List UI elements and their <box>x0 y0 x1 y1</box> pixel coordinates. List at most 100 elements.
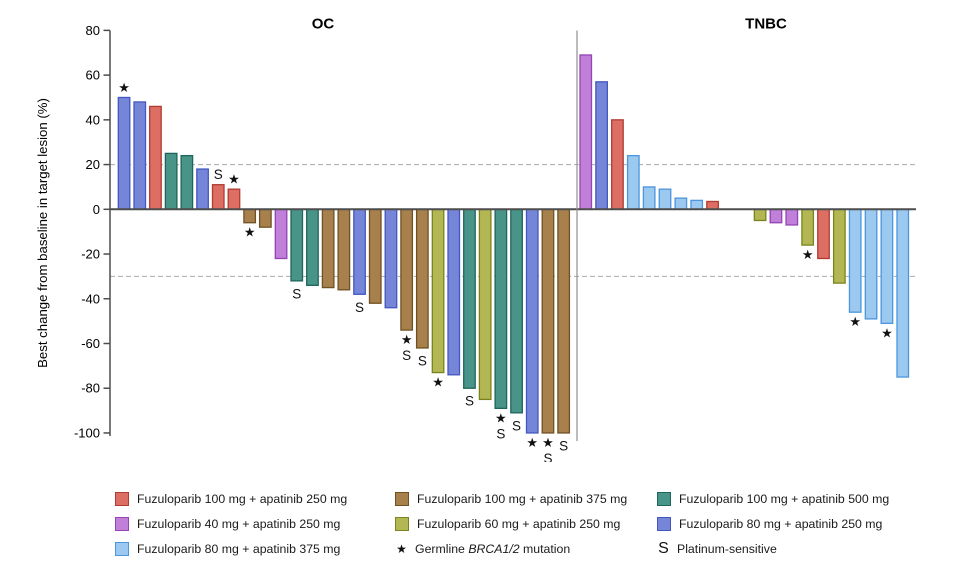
bar-oc-11 <box>274 208 288 260</box>
brca-mutation-star-icon: ★ <box>495 410 507 425</box>
bar-oc-19 <box>400 208 414 331</box>
legend-label-part: BRCA1/2 <box>468 541 520 556</box>
legend-item-olive: Fuzuloparib 60 mg + apatinib 250 mg <box>395 511 627 536</box>
bar-tnbc-19 <box>896 208 910 378</box>
legend-item-purple: Fuzuloparib 40 mg + apatinib 250 mg <box>115 511 347 536</box>
bar-oc-29 <box>557 208 571 434</box>
brca-mutation-star-icon: ★ <box>401 332 413 347</box>
bar-tnbc-13 <box>801 208 815 246</box>
brca-mutation-star-icon: ★ <box>432 375 444 390</box>
legend-column-3: Fuzuloparib 100 mg + apatinib 500 mg Fuzu… <box>657 486 889 561</box>
bar-oc-20 <box>415 208 429 349</box>
olive-swatch-icon <box>395 516 409 531</box>
bar-oc-27 <box>525 208 539 434</box>
bar-annotations: ★S ★★SS★S S★S★SS★ ★SS★★★ <box>118 80 893 462</box>
bar-oc-16 <box>353 208 366 295</box>
legend-item-brca-mutation: ★ Germline BRCA1/2 mutation <box>395 536 627 561</box>
legend-label: Platinum-sensitive <box>677 541 777 556</box>
bar-oc-3 <box>149 105 162 210</box>
platinum-sensitive-label: S <box>402 348 411 363</box>
panel-title-tnbc: TNBC <box>745 16 787 33</box>
axis-overlays <box>110 30 916 441</box>
bar-tnbc-17 <box>864 208 878 320</box>
y-tick-label: 60 <box>86 68 100 83</box>
bar-oc-23 <box>463 208 476 389</box>
y-tick-label: -60 <box>81 336 100 351</box>
red-swatch-icon <box>115 491 129 506</box>
y-tick-label: -100 <box>74 425 100 440</box>
panel-title-oc: OC <box>312 16 335 33</box>
bar-oc-17 <box>368 208 382 304</box>
bar-oc-4 <box>164 152 178 210</box>
y-tick-label: 0 <box>93 202 100 217</box>
bar-tnbc-12 <box>785 208 799 226</box>
bar-oc-1 <box>117 96 131 210</box>
teal-swatch-icon <box>657 491 671 506</box>
platinum-sensitive-label: S <box>355 300 364 315</box>
legend-label: Fuzuloparib 100 mg + apatinib 250 mg <box>137 491 348 506</box>
brown-swatch-icon <box>395 491 409 506</box>
bar-tnbc-18 <box>880 208 894 325</box>
legend-label: Fuzuloparib 40 mg + apatinib 250 mg <box>137 516 341 531</box>
legend-label: Fuzuloparib 100 mg + apatinib 500 mg <box>679 491 890 506</box>
legend-item-skyblue: Fuzuloparib 80 mg + apatinib 375 mg <box>115 536 347 561</box>
platinum-sensitive-label: S <box>292 286 301 301</box>
legend-label: Fuzuloparib 80 mg + apatinib 375 mg <box>137 541 341 556</box>
y-tick-label: 20 <box>86 157 100 172</box>
bar-oc-6 <box>196 168 209 210</box>
y-tick-label: 40 <box>86 112 100 127</box>
y-tick-label: -80 <box>81 381 100 396</box>
platinum-sensitive-label: S <box>512 418 521 433</box>
bar-tnbc-2 <box>595 81 608 210</box>
y-axis-label: Best change from baseline in target lesi… <box>35 98 50 368</box>
bar-tnbc-9 <box>706 200 719 210</box>
legend-label-part: mutation <box>519 541 571 556</box>
legend-label-part: Germline <box>415 541 469 556</box>
legend-item-blue: Fuzuloparib 80 mg + apatinib 250 mg <box>657 511 889 536</box>
brca-mutation-star-icon: ★ <box>228 172 240 187</box>
bar-oc-8 <box>227 188 241 210</box>
platinum-sensitive-symbol: S <box>658 539 669 557</box>
bar-oc-9 <box>243 208 257 224</box>
bar-oc-2 <box>133 101 147 210</box>
legend-label: Fuzuloparib 60 mg + apatinib 250 mg <box>417 516 621 531</box>
legend-label: Germline BRCA1/2 mutation <box>415 542 570 556</box>
platinum-sensitive-label: S <box>214 167 223 182</box>
legend-column-2: Fuzuloparib 100 mg + apatinib 375 mg Fuzu… <box>395 486 627 561</box>
bar-tnbc-6 <box>658 188 672 210</box>
platinum-sensitive-label: S <box>496 426 505 441</box>
bar-tnbc-5 <box>642 186 656 210</box>
bar-oc-28 <box>541 208 555 434</box>
bar-oc-21 <box>431 208 445 374</box>
bar-oc-25 <box>494 208 508 410</box>
bar-oc-13 <box>306 208 319 286</box>
y-tick-label: -40 <box>81 291 100 306</box>
bar-oc-15 <box>337 208 351 291</box>
platinum-sensitive-label: S <box>465 394 474 409</box>
bar-tnbc-8 <box>690 199 704 210</box>
bar-oc-24 <box>478 208 492 401</box>
brca-mutation-star-icon: ★ <box>542 435 554 450</box>
y-tick-label: -20 <box>81 247 100 262</box>
brca-mutation-star-icon: ★ <box>526 435 538 450</box>
bar-tnbc-4 <box>626 154 640 210</box>
bar-oc-18 <box>384 208 398 309</box>
bar-tnbc-10 <box>753 208 767 222</box>
legend-column-1: Fuzuloparib 100 mg + apatinib 250 mg Fuzu… <box>115 486 347 561</box>
platinum-sensitive-label: S <box>418 353 427 368</box>
legend-item-brown: Fuzuloparib 100 mg + apatinib 375 mg <box>395 486 627 511</box>
bar-tnbc-15 <box>832 208 846 284</box>
bar-tnbc-11 <box>769 208 783 224</box>
bar-oc-10 <box>258 208 272 228</box>
legend-label: Fuzuloparib 80 mg + apatinib 250 mg <box>679 516 883 531</box>
purple-swatch-icon <box>115 516 129 531</box>
y-axis: 80 60 40 20 0 -20 -40 -60 -80 -100 <box>74 23 111 440</box>
legend-item-red: Fuzuloparib 100 mg + apatinib 250 mg <box>115 486 347 511</box>
brca-mutation-star-icon: ★ <box>802 247 814 262</box>
bars <box>117 54 910 434</box>
bar-tnbc-14 <box>817 208 830 260</box>
brca-mutation-star-icon: ★ <box>396 541 407 556</box>
brca-mutation-star-icon: ★ <box>244 225 256 240</box>
